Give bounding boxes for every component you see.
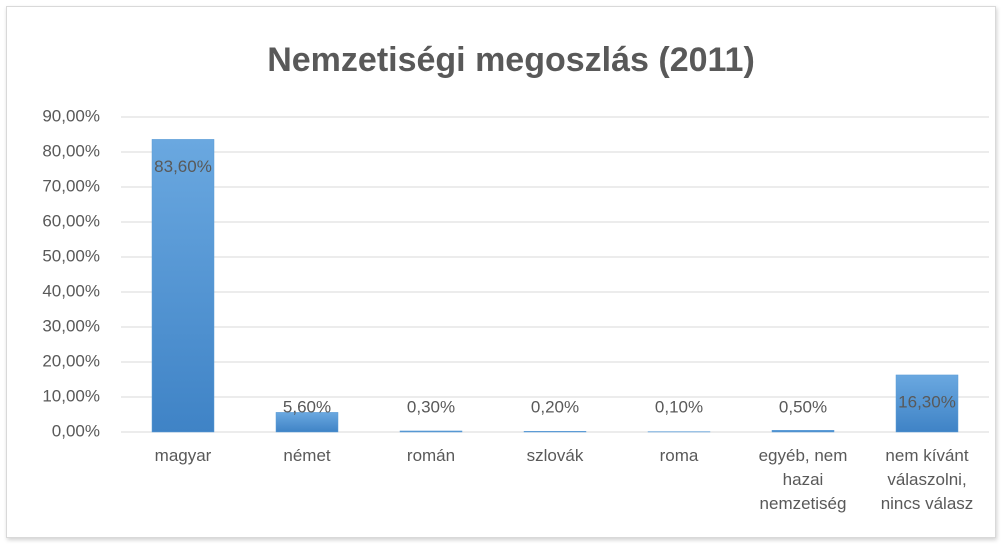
y-tick-label: 70,00% <box>42 176 100 195</box>
x-tick-label: egyéb, nem hazai nemzetiség <box>758 446 848 513</box>
y-tick-label: 30,00% <box>42 316 100 335</box>
y-tick-label: 60,00% <box>42 211 100 230</box>
data-label: 5,60% <box>283 397 331 416</box>
y-tick-label: 80,00% <box>42 141 100 160</box>
data-label: 0,20% <box>531 397 579 416</box>
x-tick-label: német <box>283 446 331 465</box>
data-label: 0,50% <box>779 397 827 416</box>
y-tick-label: 10,00% <box>42 386 100 405</box>
data-label: 16,30% <box>898 392 956 411</box>
x-tick-label: roma <box>659 446 699 465</box>
data-label: 0,10% <box>655 397 703 416</box>
y-tick-label: 40,00% <box>42 281 100 300</box>
y-tick-label: 90,00% <box>42 106 100 125</box>
bar <box>895 374 959 433</box>
y-tick-label: 20,00% <box>42 351 100 370</box>
data-label: 83,60% <box>154 157 212 176</box>
bar <box>771 430 835 433</box>
x-tick-label: magyar <box>154 446 212 465</box>
bar <box>399 430 463 433</box>
y-tick-label: 50,00% <box>42 246 100 265</box>
x-tick-label: szlovák <box>526 446 584 465</box>
y-tick-label: 0,00% <box>52 421 100 440</box>
bar <box>523 431 587 433</box>
x-tick-label: nem kívánt válaszolni, nincs válasz <box>880 446 974 513</box>
x-tick-label: román <box>406 446 456 465</box>
bar <box>275 412 339 433</box>
data-label: 0,30% <box>407 397 455 416</box>
bar <box>151 139 215 433</box>
chart-title: Nemzetiségi megoszlás (2011) <box>267 41 755 79</box>
